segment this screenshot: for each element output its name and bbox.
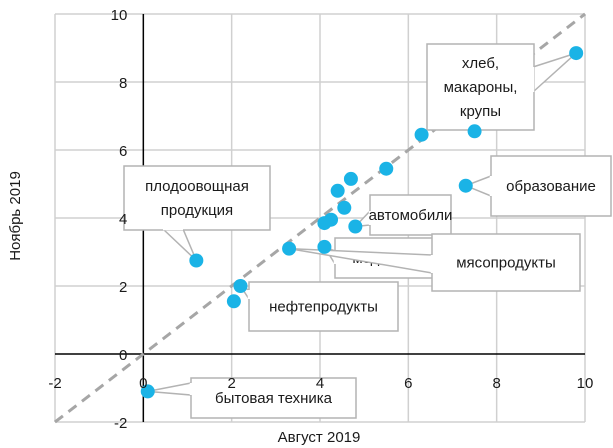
y-tick-label: 10 — [111, 7, 128, 24]
callout-label: нефтепродукты — [269, 299, 378, 316]
data-point — [317, 216, 332, 231]
callout-label: продукция — [161, 202, 233, 219]
data-point — [233, 279, 248, 293]
data-point — [379, 161, 394, 176]
callout: автомобили — [353, 194, 453, 236]
x-axis-title: Август 2019 — [278, 429, 361, 446]
x-tick-label: 4 — [316, 375, 324, 392]
diagonal-reference-line — [54, 12, 586, 424]
data-point — [569, 46, 584, 61]
data-point — [330, 183, 345, 198]
data-points — [140, 46, 584, 399]
callout-label: мясопродукты — [456, 255, 556, 272]
callouts: хлеб, макароны, крупы образование плодоовощн… — [123, 43, 612, 419]
callout-label: плодоовощная — [145, 178, 249, 195]
callout: плодоовощная продукция — [123, 165, 271, 262]
data-point — [348, 219, 363, 234]
callout-box — [123, 165, 271, 231]
x-tick-label: -2 — [48, 375, 61, 392]
diagonal-line — [54, 12, 586, 424]
callout-label: крупы — [460, 103, 501, 120]
callout: бытовая техника — [147, 377, 357, 419]
y-tick-label: 0 — [119, 347, 127, 364]
y-axis-title: Ноябрь 2019 — [7, 171, 24, 261]
callout-label: макароны, — [444, 79, 518, 96]
callout-label: автомобили — [369, 207, 453, 224]
tick-labels: -2 0 2 4 6 8 10 -2 0 2 4 6 8 10 — [48, 7, 593, 432]
x-tick-label: 8 — [492, 375, 500, 392]
data-point — [140, 384, 155, 399]
x-tick-label: 2 — [227, 375, 235, 392]
x-tick-label: 10 — [577, 375, 594, 392]
y-tick-label: -2 — [114, 415, 127, 432]
data-point — [226, 294, 241, 309]
data-point — [282, 241, 297, 256]
callout-label: хлеб, — [462, 55, 499, 72]
callout-box — [426, 43, 535, 131]
data-point — [317, 239, 332, 254]
y-tick-label: 4 — [119, 211, 127, 228]
callout: образование — [463, 155, 612, 217]
data-point — [337, 200, 352, 215]
callout: хлеб, макароны, крупы — [426, 43, 577, 131]
y-tick-label: 8 — [119, 75, 127, 92]
data-point — [414, 127, 429, 142]
y-tick-label: 6 — [119, 143, 127, 160]
x-tick-label: 6 — [404, 375, 412, 392]
callout-label: образование — [506, 178, 596, 195]
y-tick-label: 2 — [119, 279, 127, 296]
x-tick-label: 0 — [139, 375, 147, 392]
callout: нефтепродукты — [238, 281, 399, 332]
data-point — [467, 124, 482, 139]
callout-box — [190, 377, 357, 419]
data-point — [343, 171, 358, 186]
callout-pointer — [532, 52, 577, 94]
callout-label: бытовая техника — [215, 390, 333, 407]
data-point — [189, 253, 204, 268]
callout-box — [369, 194, 452, 236]
callout: мясопродукты — [288, 233, 581, 292]
data-point — [458, 178, 473, 193]
callout-box — [248, 281, 399, 332]
